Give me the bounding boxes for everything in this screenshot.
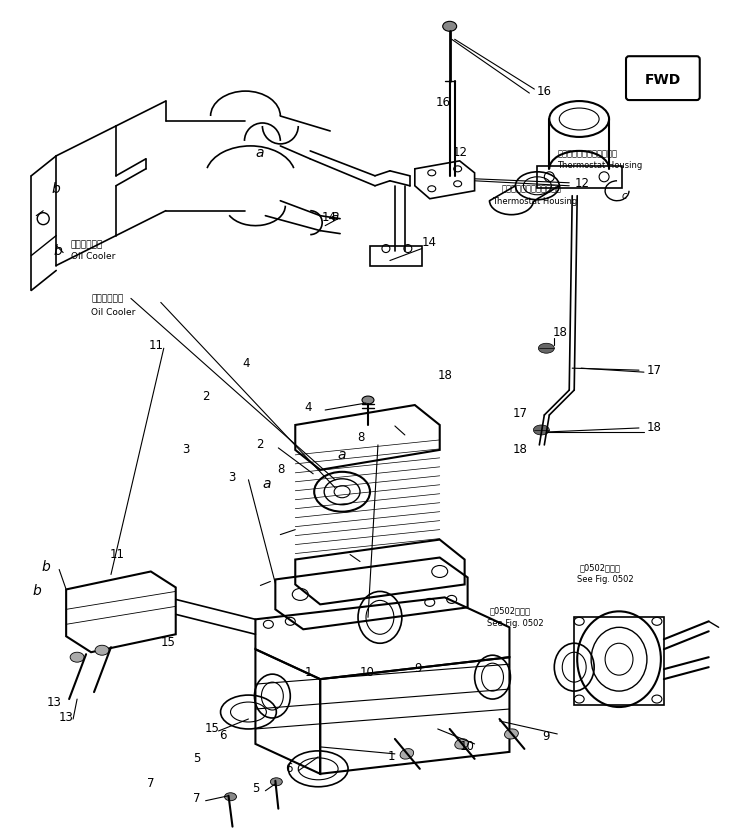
Text: 14: 14 xyxy=(321,211,336,225)
Text: 17: 17 xyxy=(512,407,528,420)
Ellipse shape xyxy=(95,645,109,655)
Text: 7: 7 xyxy=(147,777,155,790)
Text: 13: 13 xyxy=(47,696,62,709)
Text: 第0502図参照: 第0502図参照 xyxy=(579,563,620,572)
Text: 2: 2 xyxy=(202,390,210,403)
Text: a: a xyxy=(337,448,346,462)
Bar xyxy=(537,166,622,188)
Text: 1: 1 xyxy=(304,666,312,680)
Bar xyxy=(574,617,664,705)
Text: 15: 15 xyxy=(205,722,219,736)
Text: b: b xyxy=(54,244,62,257)
Text: 11: 11 xyxy=(149,339,164,352)
FancyBboxPatch shape xyxy=(626,56,700,100)
Text: 3: 3 xyxy=(229,471,236,484)
Text: c: c xyxy=(622,190,627,200)
Ellipse shape xyxy=(224,792,237,801)
Text: 第0502図参照: 第0502図参照 xyxy=(489,606,530,615)
Text: 11: 11 xyxy=(109,549,125,561)
Text: 8: 8 xyxy=(357,432,364,444)
Text: Thermostat Housing: Thermostat Housing xyxy=(492,196,578,205)
Text: 15: 15 xyxy=(161,635,175,649)
Text: Oil Cooler: Oil Cooler xyxy=(91,308,136,316)
Text: 13: 13 xyxy=(59,711,74,723)
Text: 18: 18 xyxy=(512,443,528,456)
Text: 10: 10 xyxy=(460,741,474,753)
Ellipse shape xyxy=(70,652,84,662)
Text: FWD: FWD xyxy=(645,73,681,87)
Ellipse shape xyxy=(504,729,518,739)
Text: 17: 17 xyxy=(647,364,662,377)
Text: 9: 9 xyxy=(414,662,421,676)
Ellipse shape xyxy=(538,343,554,353)
Text: 8: 8 xyxy=(277,463,285,476)
Ellipse shape xyxy=(270,777,282,786)
Text: 18: 18 xyxy=(552,326,567,339)
Text: 4: 4 xyxy=(243,357,250,370)
Text: 9: 9 xyxy=(542,731,550,743)
Text: サーモスタットハウジング: サーモスタットハウジング xyxy=(557,149,617,159)
Text: a: a xyxy=(330,209,339,223)
Text: 10: 10 xyxy=(359,666,374,680)
Text: 18: 18 xyxy=(647,422,662,434)
Text: 6: 6 xyxy=(285,762,292,776)
Text: Oil Cooler: Oil Cooler xyxy=(71,252,115,261)
Text: 12: 12 xyxy=(453,146,468,159)
Text: See Fig. 0502: See Fig. 0502 xyxy=(577,575,634,584)
Text: b: b xyxy=(41,560,50,574)
Text: 5: 5 xyxy=(193,752,200,765)
Text: b: b xyxy=(51,182,60,195)
Text: 2: 2 xyxy=(257,438,264,452)
Text: サーモスタットハウジング: サーモスタットハウジング xyxy=(501,185,561,193)
Text: 14: 14 xyxy=(421,236,437,249)
Ellipse shape xyxy=(454,739,468,749)
Text: 16: 16 xyxy=(537,84,551,98)
Ellipse shape xyxy=(400,749,413,759)
Text: See Fig. 0502: See Fig. 0502 xyxy=(487,619,544,628)
Text: 5: 5 xyxy=(252,782,259,795)
Text: オイルクーラ: オイルクーラ xyxy=(71,240,103,249)
Text: a: a xyxy=(256,146,264,159)
Text: 16: 16 xyxy=(436,96,451,109)
Text: オイルクーラ: オイルクーラ xyxy=(91,294,123,303)
Text: 12: 12 xyxy=(574,177,589,190)
Ellipse shape xyxy=(443,22,457,31)
Ellipse shape xyxy=(362,396,374,404)
Text: 6: 6 xyxy=(219,729,226,742)
Text: b: b xyxy=(32,584,41,598)
Text: 18: 18 xyxy=(438,369,453,382)
Text: Thermostat Housing: Thermostat Housing xyxy=(557,161,643,170)
Text: 7: 7 xyxy=(193,792,200,805)
Text: 1: 1 xyxy=(388,751,395,763)
Text: 4: 4 xyxy=(304,401,312,413)
Text: a: a xyxy=(263,477,271,491)
Text: 3: 3 xyxy=(183,443,190,456)
Bar xyxy=(370,245,421,266)
Ellipse shape xyxy=(534,425,549,435)
